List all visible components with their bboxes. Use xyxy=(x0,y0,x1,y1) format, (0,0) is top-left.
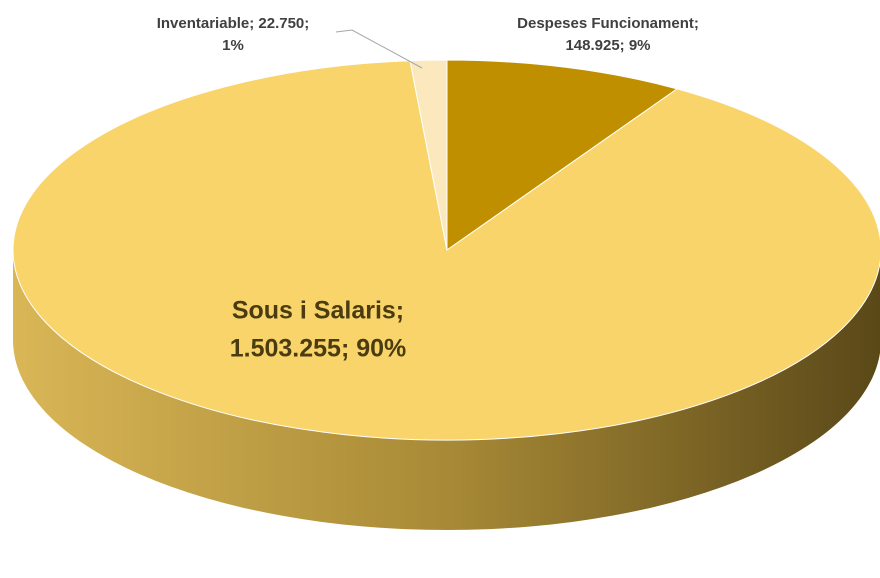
data-label: 1% xyxy=(222,37,244,54)
data-label: 1.503.255; 90% xyxy=(230,335,407,363)
data-label: Inventariable; 22.750; xyxy=(157,15,310,32)
slice-side xyxy=(13,250,880,530)
slice xyxy=(12,60,880,441)
slice xyxy=(446,59,679,251)
data-label: Despeses Funcionament; xyxy=(517,15,699,32)
leader-line xyxy=(335,29,423,69)
slice xyxy=(409,59,448,251)
data-label: 148.925; 9% xyxy=(565,37,650,54)
data-label: Sous i Salaris; xyxy=(232,297,404,325)
